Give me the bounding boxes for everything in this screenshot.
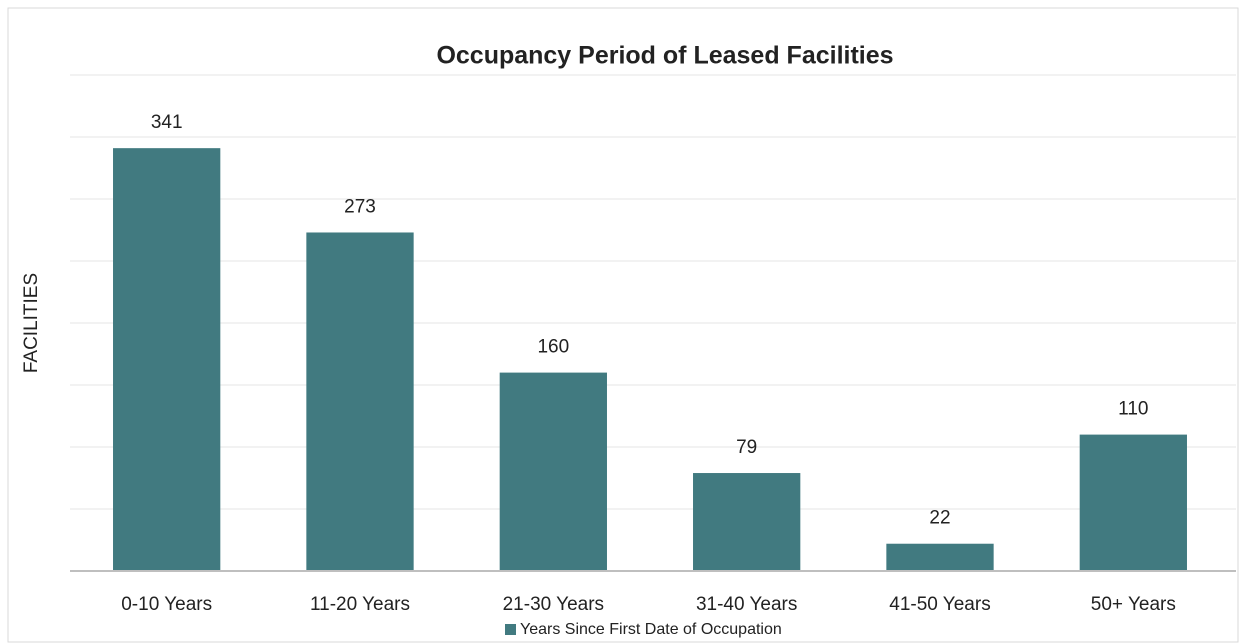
bar (306, 232, 414, 572)
x-tick-label: 31-40 Years (696, 594, 797, 615)
y-axis-label: FACILITIES (21, 273, 42, 373)
data-label: 341 (151, 112, 183, 133)
data-label: 110 (1118, 399, 1148, 420)
bar (113, 148, 221, 571)
bar (693, 473, 801, 571)
data-label: 79 (736, 437, 757, 458)
x-tick-label: 0-10 Years (121, 594, 212, 615)
bar (1079, 434, 1187, 571)
data-label: 22 (929, 508, 950, 529)
bar (886, 543, 994, 571)
data-label: 160 (537, 337, 569, 358)
legend-swatch (505, 624, 516, 635)
data-label: 273 (344, 196, 376, 217)
x-tick-label: 50+ Years (1091, 594, 1176, 615)
legend-label: Years Since First Date of Occupation (520, 621, 782, 638)
x-tick-label: 21-30 Years (503, 594, 604, 615)
bar (499, 372, 607, 571)
chart-title: Occupancy Period of Leased Facilities (436, 42, 893, 70)
x-tick-label: 11-20 Years (310, 594, 410, 615)
x-tick-label: 41-50 Years (889, 594, 990, 615)
